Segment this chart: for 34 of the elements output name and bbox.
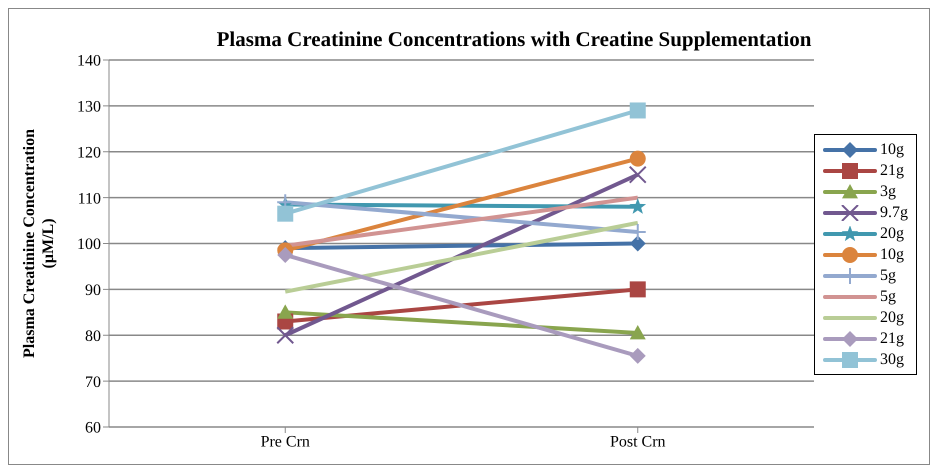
y-tick-label: 100 <box>77 236 101 254</box>
point <box>630 150 646 167</box>
y-tick-label: 90 <box>85 282 101 300</box>
point <box>629 198 646 214</box>
legend-label: 10g <box>880 140 904 158</box>
y-tick-label: 80 <box>85 328 101 345</box>
point <box>628 166 647 184</box>
chart-title: Plasma Creatinine Concentrations with Creatine Supplementation <box>216 26 812 52</box>
y-axis-title: Plasma Creatinine Concentration (µM/L) <box>21 128 57 358</box>
y-tick-label: 130 <box>77 98 101 116</box>
legend-label: 5g <box>880 288 896 306</box>
y-tick-label: 110 <box>78 190 101 208</box>
x-tick-label: Post Crn <box>610 433 666 450</box>
point <box>630 348 646 364</box>
point <box>630 236 646 252</box>
legend-label: 5g <box>880 266 896 284</box>
legend-label: 3g <box>880 182 896 200</box>
point <box>630 281 646 298</box>
y-tick-label: 70 <box>85 374 101 391</box>
point <box>276 326 294 344</box>
legend-label: 30g <box>880 350 904 368</box>
legend-label: 21g <box>880 330 904 348</box>
y-tick-label: 60 <box>85 420 101 437</box>
legend-label: 21g <box>880 162 904 180</box>
x-tick-label: Pre Crn <box>260 433 310 450</box>
legend-label: 9.7g <box>880 204 908 222</box>
legend-label: 20g <box>880 308 904 326</box>
y-tick-label: 140 <box>77 52 101 70</box>
point <box>277 206 294 222</box>
point <box>630 102 646 118</box>
y-tick-label: 120 <box>77 144 101 162</box>
point <box>277 246 294 263</box>
legend-label: 10g <box>880 246 904 264</box>
legend-label: 20g <box>880 224 904 242</box>
